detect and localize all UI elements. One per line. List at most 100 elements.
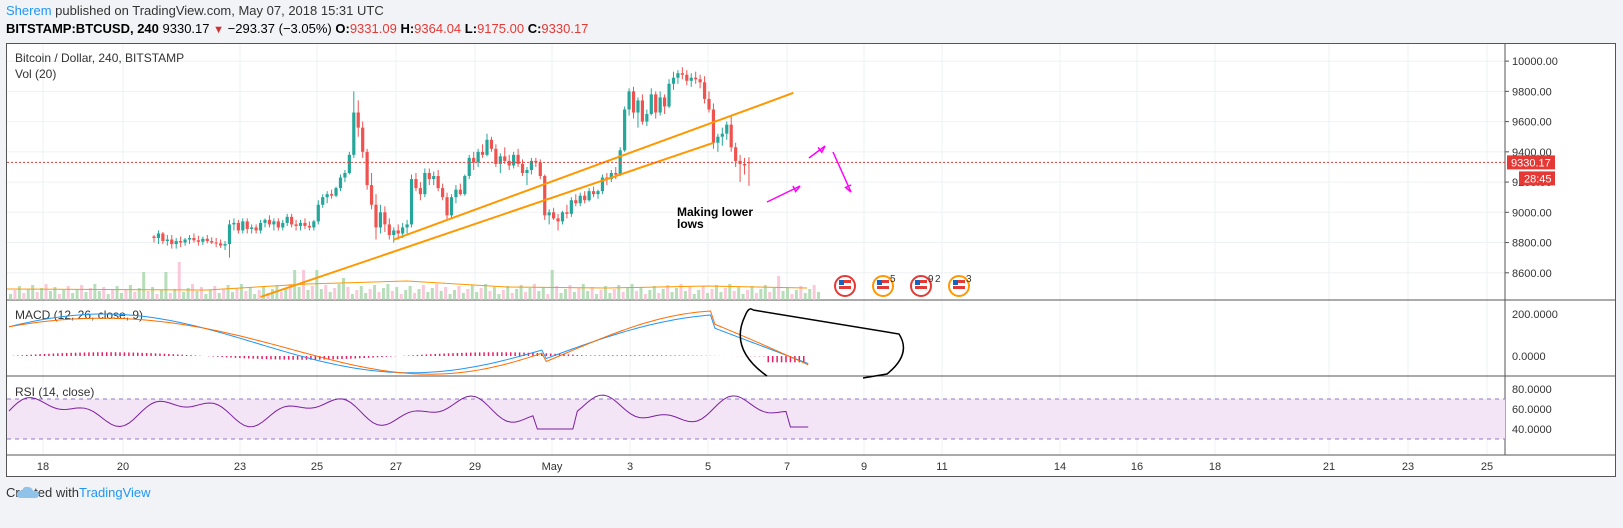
candle-body	[414, 179, 418, 189]
volume-bar	[759, 289, 763, 300]
candle-body	[303, 222, 307, 226]
signal-line	[8, 310, 809, 375]
candle-body	[520, 163, 525, 173]
volume-bar	[763, 285, 767, 300]
candle-body	[498, 156, 502, 164]
volume-bar	[519, 285, 523, 300]
last-price-tag	[1507, 155, 1555, 170]
time-axis-label: 7	[784, 461, 790, 473]
magenta-arrow-down	[832, 151, 852, 193]
volume-bar	[421, 285, 425, 300]
candle-body	[441, 188, 445, 198]
volume-pane-title: Vol (20)	[15, 67, 56, 81]
volume-bar	[475, 292, 479, 300]
candle-body	[241, 221, 245, 231]
magenta-arrow-lows	[766, 185, 801, 203]
price-axis-label: 9600.00	[1512, 117, 1552, 129]
candle-body	[574, 200, 578, 204]
candle-body	[538, 162, 542, 177]
volume-bar	[501, 290, 505, 300]
volume-bar	[701, 286, 705, 300]
volume-bar	[772, 288, 776, 300]
candle-body	[609, 173, 613, 180]
candle-body	[480, 151, 485, 155]
candle-body	[250, 227, 254, 229]
hand-drawn-circle	[739, 308, 905, 379]
time-axis-label: 18	[37, 461, 49, 473]
volume-bar	[355, 290, 359, 300]
candle-body	[219, 243, 223, 246]
candle-body	[387, 224, 391, 235]
volume-bar	[444, 287, 448, 300]
volume-bar	[612, 289, 616, 300]
volume-bar	[590, 287, 594, 300]
volume-bar	[75, 289, 79, 300]
candle-body	[334, 188, 338, 196]
candle-body	[361, 127, 365, 152]
volume-bar	[586, 291, 590, 300]
candle-body	[396, 230, 400, 234]
volume-bar	[413, 293, 417, 300]
candle-body	[467, 157, 471, 177]
volume-bar	[648, 290, 652, 300]
volume-bar	[595, 294, 599, 300]
volume-bar	[244, 291, 248, 300]
candle-body	[258, 222, 263, 231]
volume-bar	[142, 272, 146, 300]
volume-bar	[399, 294, 403, 300]
volume-bar	[231, 292, 234, 300]
candle-body	[654, 94, 658, 113]
volume-bar	[448, 294, 452, 300]
volume-bar	[381, 288, 385, 300]
candle-body	[338, 177, 343, 189]
candle-body	[512, 154, 516, 166]
time-axis-label: 14	[1054, 461, 1066, 473]
candle-body	[534, 160, 538, 163]
volume-bar	[62, 290, 66, 300]
volume-bar	[226, 285, 230, 300]
volume-bar	[199, 287, 203, 300]
author-link[interactable]: Sherem	[6, 3, 52, 18]
candle-body	[365, 151, 369, 186]
candle-body	[187, 238, 192, 240]
volume-bar	[635, 291, 639, 300]
volume-bar	[364, 293, 368, 300]
candle-body	[578, 195, 582, 204]
volume-bar	[808, 289, 812, 300]
volume-bar	[541, 287, 545, 300]
volume-bar	[559, 293, 563, 300]
candle-body	[680, 73, 684, 75]
volume-bar	[386, 284, 390, 300]
volume-bar	[812, 285, 816, 300]
candle-body	[711, 109, 716, 143]
candle-body	[631, 91, 636, 113]
volume-bar	[408, 286, 412, 300]
volume-bar	[333, 288, 337, 300]
volume-bar	[706, 293, 710, 300]
rsi-axis-label: 40.0000	[1512, 424, 1552, 436]
event-badge-count: 3	[966, 274, 972, 285]
macd-histogram	[12, 352, 805, 363]
candle-body	[276, 221, 280, 228]
candle-body	[449, 197, 454, 216]
volume-bar	[577, 288, 581, 300]
candle-body	[649, 94, 653, 115]
volume-bar	[57, 294, 61, 300]
flag-stripe-icon	[915, 286, 927, 289]
volume-bar	[484, 284, 488, 300]
volume-bar	[270, 289, 274, 300]
time-axis-label: 16	[1131, 461, 1143, 473]
low-label: L:	[464, 21, 478, 36]
candle-body	[285, 216, 289, 223]
volume-bar	[115, 286, 119, 300]
candle-body	[472, 157, 476, 163]
volume-bar	[284, 288, 288, 300]
volume-bar	[151, 287, 155, 300]
tradingview-link[interactable]: TradingView	[78, 485, 151, 500]
candle-body	[405, 224, 409, 228]
volume-bar	[754, 293, 758, 300]
volume-bar	[670, 292, 674, 300]
chart-container[interactable]: Making lower lows 5 9 2 3 Bitcoin / Dollar, 24…	[6, 43, 1616, 477]
candle-body	[165, 239, 169, 242]
